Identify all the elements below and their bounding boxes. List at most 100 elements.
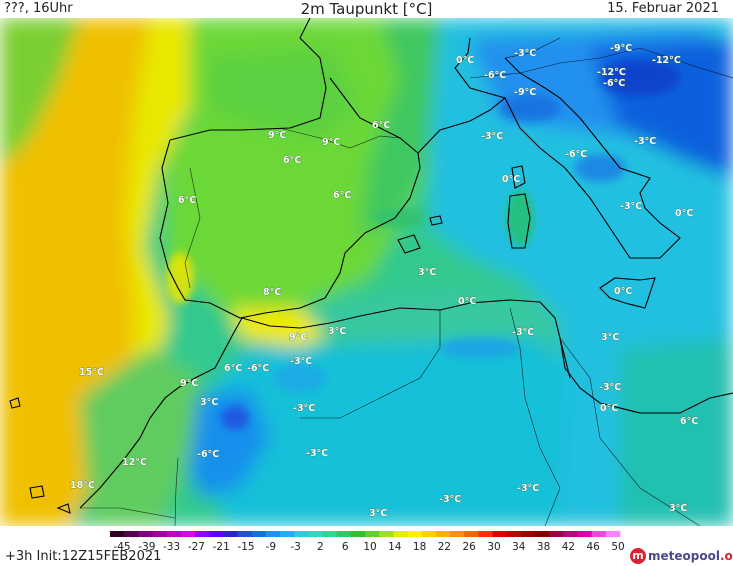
temp-label: 6°C	[372, 120, 390, 131]
temp-label: 6°C	[680, 416, 698, 427]
colorbar-cell	[265, 531, 281, 537]
field-layer	[0, 18, 733, 526]
colorbar-cell	[435, 531, 451, 537]
temp-label: 3°C	[200, 397, 218, 408]
temp-label: 0°C	[614, 286, 632, 297]
colorbar-cell	[563, 531, 578, 537]
colorbar-tick-label: -21	[213, 541, 230, 553]
colorbar-cell	[237, 531, 253, 537]
temp-label: 3°C	[418, 267, 436, 278]
temp-label: -12°C	[597, 67, 626, 78]
temp-label: -3°C	[290, 356, 312, 367]
temp-label: 9°C	[322, 137, 340, 148]
colorbar-tick-label: 42	[562, 541, 575, 553]
temp-label: -9°C	[514, 87, 536, 98]
colorbar-cell	[308, 531, 323, 537]
colorbar-cell	[478, 531, 493, 537]
colorbar-tick-label: 50	[611, 541, 624, 553]
temp-label: 0°C	[600, 403, 618, 414]
colorbar-cell	[294, 531, 309, 537]
logo-icon: m	[630, 548, 646, 564]
temp-label: -3°C	[293, 403, 315, 414]
meteopool-logo: m meteopool.org	[630, 546, 733, 566]
colorbar-tick-label: -9	[266, 541, 276, 553]
init-time: +3h Init:12Z15FEB2021	[5, 549, 162, 564]
colorbar-cell	[152, 531, 168, 537]
temp-label: -6°C	[247, 363, 269, 374]
colorbar-cell	[365, 531, 380, 537]
colorbar-tick-label: -15	[237, 541, 254, 553]
colorbar-cell	[166, 531, 182, 537]
temp-label: -3°C	[512, 327, 534, 338]
logo-name: meteopool	[648, 549, 720, 563]
colorbar-ticks: -45 -39 -33 -27 -21 -15 -9 -3 2 6 10 14 18 22 26 30 34 38…	[113, 541, 624, 553]
colorbar-tick-label: 6	[342, 541, 349, 553]
colorbar-tick-label: -27	[188, 541, 205, 553]
colorbar-cell	[421, 531, 437, 537]
colorbar-tick-label: -45	[113, 541, 130, 553]
colorbar-cell	[407, 531, 423, 537]
temp-label: -3°C	[634, 136, 656, 147]
colorbar-tick-label: -3	[290, 541, 300, 553]
temp-label: 3°C	[369, 508, 387, 519]
colorbar-tick-label: 14	[388, 541, 402, 553]
colorbar-cell	[591, 531, 607, 537]
temperature-labels: 9°C 9°C 6°C 6°C 6°C 6°C 3°C 8°C 0°C 3°C …	[70, 43, 699, 520]
temp-label: -3°C	[620, 201, 642, 212]
temp-label: 8°C	[263, 287, 281, 298]
temp-label: -12°C	[652, 55, 681, 66]
colorbar-cell	[110, 531, 125, 537]
colorbar-cell	[180, 531, 196, 537]
colorbar-tick-label: 46	[587, 541, 601, 553]
colorbar-cell	[577, 531, 593, 537]
valid-time: ???, 16Uhr	[4, 1, 73, 16]
logo-suffix: .org	[719, 549, 733, 563]
temp-label: -3°C	[517, 483, 539, 494]
temp-label: 3°C	[669, 503, 687, 514]
country-borders	[80, 37, 733, 526]
colorbar-cell	[350, 531, 366, 537]
coastlines	[9, 18, 733, 514]
temp-label: 9°C	[289, 332, 307, 343]
temp-label: -9°C	[610, 43, 632, 54]
colorbar-cell	[450, 531, 465, 537]
colorbar-tick-label: 38	[537, 541, 550, 553]
colorbar-cell	[393, 531, 408, 537]
colorbar-tick-label: 22	[438, 541, 451, 553]
colorbar-cell	[209, 531, 224, 537]
colorbar-cell	[549, 531, 564, 537]
colorbar-tick-label: 18	[413, 541, 426, 553]
temp-label: -6°C	[565, 149, 587, 160]
colorbar-cell	[195, 531, 210, 537]
temp-label: 0°C	[502, 174, 520, 185]
temp-label: 9°C	[180, 378, 198, 389]
dewpoint-map: 9°C 9°C 6°C 6°C 6°C 6°C 3°C 8°C 0°C 3°C …	[0, 18, 733, 526]
colorbar-cell	[520, 531, 536, 537]
colorbar-cell	[251, 531, 267, 537]
colorbar-tick-label: 10	[363, 541, 376, 553]
temp-label: 0°C	[458, 296, 476, 307]
colorbar-tick-label: 26	[463, 541, 477, 553]
temp-label: 3°C	[601, 332, 619, 343]
colorbar-tick-label: 2	[317, 541, 324, 553]
colorbar-cell	[506, 531, 522, 537]
colorbar-cell	[336, 531, 352, 537]
colorbar-tick-label: -39	[138, 541, 155, 553]
temp-label: 9°C	[268, 130, 286, 141]
colorbar-cell	[605, 531, 621, 537]
temp-label: 3°C	[328, 326, 346, 337]
temp-label: -3°C	[306, 448, 328, 459]
colorbar-tick-label: 34	[512, 541, 526, 553]
colorbar-cell	[124, 531, 139, 537]
temp-label: 0°C	[456, 55, 474, 66]
temp-label: 6°C	[283, 155, 301, 166]
colorbar-cell	[464, 531, 479, 537]
temp-label: 18°C	[70, 480, 95, 491]
temp-label: 12°C	[122, 457, 147, 468]
colorbar-cell	[223, 531, 238, 537]
colorbar-legend: -45 -39 -33 -27 -21 -15 -9 -3 2 6 10 14 18 22 26 30 34 38…	[110, 531, 625, 553]
temp-label: 6°C	[224, 363, 242, 374]
map-title: 2m Taupunkt [°C]	[300, 0, 433, 18]
temp-label: -3°C	[514, 48, 536, 59]
field-detail-layer	[166, 60, 680, 430]
